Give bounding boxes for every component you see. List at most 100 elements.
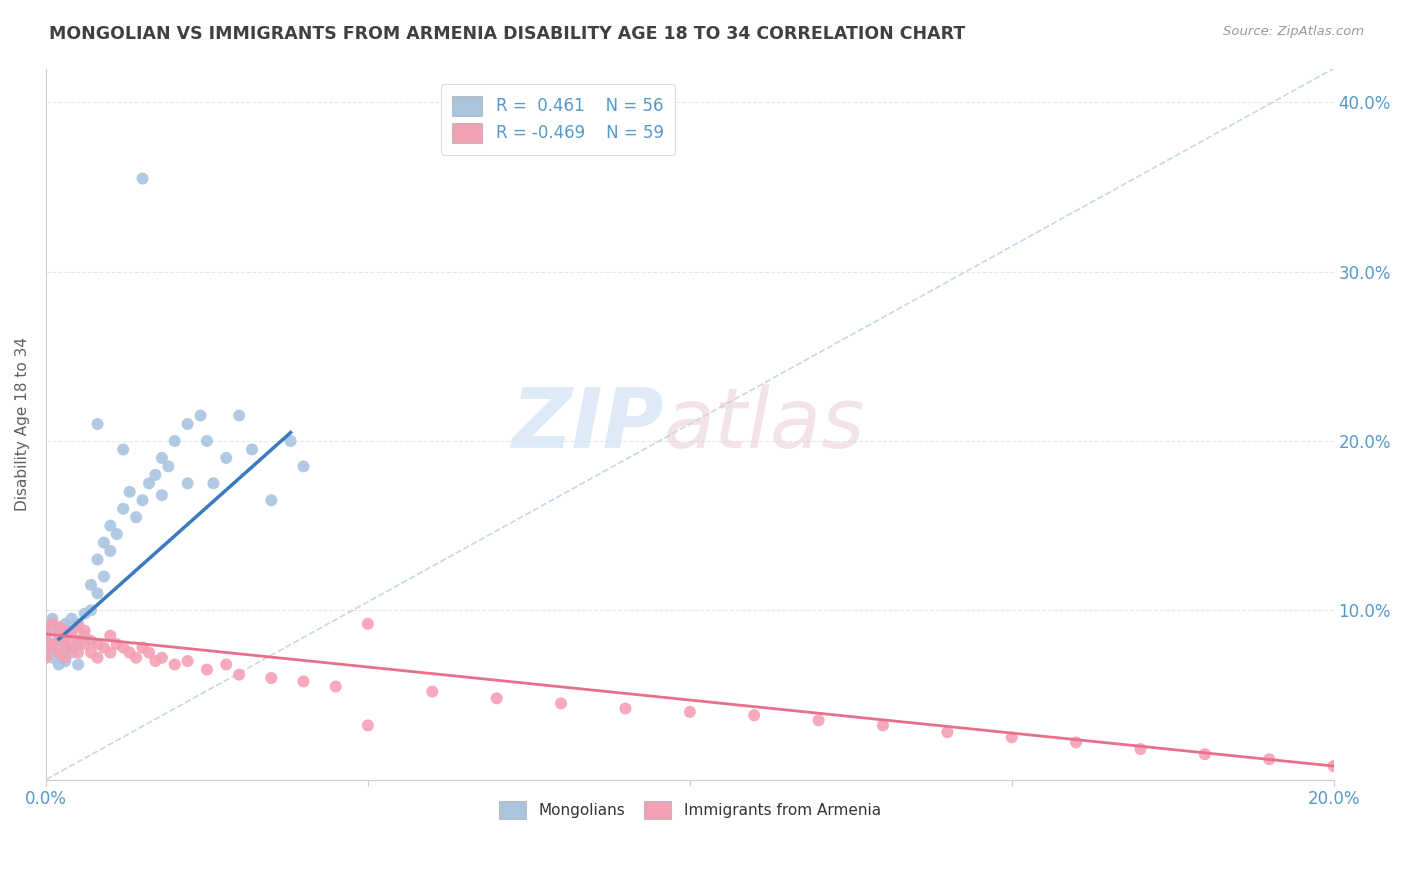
Point bbox=[357, 616, 380, 631]
Point bbox=[67, 657, 90, 672]
Text: ZIP: ZIP bbox=[512, 384, 664, 465]
Point bbox=[48, 657, 70, 672]
Y-axis label: Disability Age 18 to 34: Disability Age 18 to 34 bbox=[15, 337, 30, 511]
Point bbox=[80, 603, 103, 617]
Point bbox=[1001, 731, 1024, 745]
Point bbox=[53, 616, 76, 631]
Point bbox=[73, 637, 96, 651]
Point bbox=[1194, 747, 1216, 762]
Point bbox=[176, 476, 198, 491]
Point bbox=[105, 527, 128, 541]
Point bbox=[131, 640, 153, 655]
Point bbox=[41, 650, 63, 665]
Point bbox=[357, 718, 380, 732]
Point bbox=[260, 493, 283, 508]
Point bbox=[60, 624, 83, 638]
Point bbox=[872, 718, 894, 732]
Point bbox=[112, 501, 135, 516]
Point bbox=[67, 616, 90, 631]
Point bbox=[742, 708, 765, 723]
Point bbox=[35, 620, 58, 634]
Point bbox=[138, 646, 160, 660]
Point bbox=[35, 640, 58, 655]
Point bbox=[195, 663, 218, 677]
Point bbox=[176, 417, 198, 431]
Point bbox=[131, 171, 153, 186]
Point bbox=[60, 646, 83, 660]
Point bbox=[292, 459, 315, 474]
Point bbox=[420, 684, 443, 698]
Point bbox=[60, 640, 83, 655]
Point bbox=[215, 657, 238, 672]
Point bbox=[260, 671, 283, 685]
Point bbox=[936, 725, 959, 739]
Point bbox=[125, 510, 148, 524]
Point bbox=[86, 586, 108, 600]
Point bbox=[98, 646, 121, 660]
Point bbox=[67, 633, 90, 648]
Point bbox=[35, 650, 58, 665]
Point bbox=[41, 612, 63, 626]
Point bbox=[228, 409, 250, 423]
Point bbox=[41, 640, 63, 655]
Point bbox=[80, 578, 103, 592]
Point bbox=[48, 629, 70, 643]
Point bbox=[118, 484, 141, 499]
Point bbox=[1323, 759, 1346, 773]
Point bbox=[195, 434, 218, 448]
Point bbox=[48, 646, 70, 660]
Point bbox=[550, 697, 572, 711]
Point bbox=[125, 650, 148, 665]
Point bbox=[112, 640, 135, 655]
Text: MONGOLIAN VS IMMIGRANTS FROM ARMENIA DISABILITY AGE 18 TO 34 CORRELATION CHART: MONGOLIAN VS IMMIGRANTS FROM ARMENIA DIS… bbox=[49, 25, 966, 43]
Point bbox=[105, 637, 128, 651]
Point bbox=[73, 607, 96, 621]
Point bbox=[118, 646, 141, 660]
Point bbox=[60, 612, 83, 626]
Point bbox=[35, 624, 58, 638]
Legend: Mongolians, Immigrants from Armenia: Mongolians, Immigrants from Armenia bbox=[494, 795, 887, 825]
Point bbox=[41, 616, 63, 631]
Point bbox=[280, 434, 302, 448]
Point bbox=[98, 544, 121, 558]
Point bbox=[1064, 735, 1087, 749]
Point bbox=[73, 629, 96, 643]
Point bbox=[93, 569, 115, 583]
Point bbox=[86, 552, 108, 566]
Point bbox=[86, 650, 108, 665]
Point bbox=[41, 624, 63, 638]
Point bbox=[485, 691, 508, 706]
Point bbox=[53, 640, 76, 655]
Point bbox=[67, 620, 90, 634]
Point bbox=[48, 633, 70, 648]
Point bbox=[41, 637, 63, 651]
Point bbox=[138, 476, 160, 491]
Point bbox=[53, 654, 76, 668]
Point bbox=[86, 637, 108, 651]
Point bbox=[53, 650, 76, 665]
Text: atlas: atlas bbox=[664, 384, 866, 465]
Point bbox=[145, 654, 167, 668]
Point bbox=[240, 442, 263, 457]
Point bbox=[131, 493, 153, 508]
Point bbox=[86, 417, 108, 431]
Point bbox=[150, 650, 173, 665]
Point bbox=[98, 629, 121, 643]
Point bbox=[163, 434, 186, 448]
Point bbox=[48, 620, 70, 634]
Point bbox=[614, 701, 637, 715]
Point bbox=[53, 624, 76, 638]
Point bbox=[190, 409, 212, 423]
Point bbox=[93, 640, 115, 655]
Point bbox=[202, 476, 225, 491]
Point bbox=[98, 518, 121, 533]
Point bbox=[35, 629, 58, 643]
Point bbox=[80, 633, 103, 648]
Point bbox=[1258, 752, 1281, 766]
Point bbox=[228, 667, 250, 681]
Point bbox=[150, 488, 173, 502]
Point bbox=[73, 624, 96, 638]
Point bbox=[60, 629, 83, 643]
Point bbox=[679, 705, 702, 719]
Point bbox=[215, 450, 238, 465]
